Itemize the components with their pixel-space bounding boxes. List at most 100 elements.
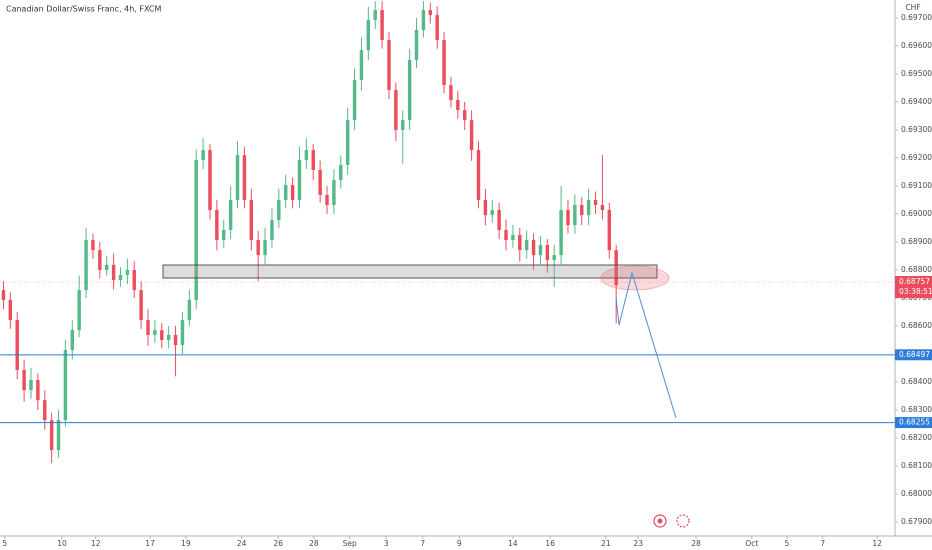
candle-body [22, 369, 26, 391]
price-line-label: 0.68497 [899, 350, 930, 359]
candle-body [586, 199, 591, 216]
candle-body [249, 199, 254, 240]
currency-label: CHF [905, 3, 920, 12]
highlight-ellipse [600, 265, 670, 291]
candle-body [614, 250, 618, 286]
candle-body [339, 164, 343, 181]
candle-body [8, 299, 13, 321]
y-tick-label: 0.69300 [901, 125, 932, 134]
current-price-badge [895, 276, 932, 299]
y-tick-label: 0.68100 [901, 461, 932, 470]
y-tick-label: 0.68300 [901, 405, 932, 414]
candle-body [511, 234, 515, 240]
support-zone [162, 264, 658, 279]
price-line-badge [895, 349, 932, 361]
current-price-label: 0.68757 [899, 277, 930, 286]
candle-body [91, 239, 95, 251]
candle-body [524, 239, 529, 251]
y-tick-label: 0.69100 [901, 181, 932, 190]
x-tick-label: 23 [633, 539, 643, 548]
x-tick-label: 12 [872, 539, 882, 548]
candle-body [153, 330, 157, 335]
y-tick-label: 0.69700 [901, 13, 932, 22]
candle-body [483, 199, 488, 216]
candle-body [228, 199, 233, 230]
y-tick-label: 0.68800 [901, 265, 932, 274]
candle-body [277, 199, 281, 221]
candle-body [180, 320, 185, 346]
candle-body [311, 150, 315, 170]
candle-body [490, 210, 494, 216]
candle-body [421, 10, 426, 30]
candle-body [43, 400, 47, 421]
candle-body [573, 204, 577, 226]
x-tick-label: 26 [273, 539, 283, 548]
candle-body [283, 185, 288, 200]
candle-body [208, 150, 212, 211]
countdown-label: 03:38:51 [899, 287, 932, 296]
icon [657, 518, 663, 524]
candle-body [387, 40, 391, 90]
candle-body [242, 155, 247, 200]
candle-body [469, 120, 474, 151]
candle-body [160, 330, 164, 340]
candle-body [593, 199, 598, 205]
candle-body [304, 150, 309, 160]
candle-body [118, 275, 123, 281]
x-tick-label: 5 [2, 539, 7, 548]
candle-body [414, 29, 419, 60]
x-tick-label: Oct [745, 539, 758, 548]
y-tick-label: 0.69400 [901, 97, 932, 106]
x-tick-label: 17 [145, 539, 155, 548]
candle-body [297, 159, 302, 200]
candle-body [559, 210, 563, 256]
candle-body [545, 245, 550, 261]
candle-body [449, 85, 453, 100]
candle-body [104, 264, 109, 270]
chart-title: Canadian Dollar/Swiss Franc, 4h, FXCM [6, 5, 161, 14]
x-tick-label: 16 [545, 539, 555, 548]
candle-body [56, 420, 61, 451]
candle-body [476, 150, 481, 200]
candle-body [435, 15, 439, 41]
projection-path [615, 271, 677, 419]
x-tick-label: 12 [91, 539, 101, 548]
y-tick-label: 0.68200 [901, 433, 932, 442]
x-tick-label: 7 [820, 539, 825, 548]
candle-body [36, 380, 40, 401]
y-tick-label: 0.68900 [901, 237, 932, 246]
candle-body [77, 290, 81, 331]
price-line-badge [895, 417, 932, 429]
y-tick-label: 0.69000 [901, 209, 932, 218]
candle-body [566, 210, 570, 226]
candle-body [139, 290, 143, 321]
candle-body [256, 239, 260, 256]
x-tick-label: 3 [384, 539, 389, 548]
candle-body [394, 89, 398, 130]
candle-body [345, 120, 350, 165]
candle-body [318, 169, 322, 195]
candle-body [373, 10, 377, 20]
x-tick-label: 5 [785, 539, 790, 548]
candle-body [552, 255, 556, 261]
candle-body [270, 220, 274, 240]
candle-body [235, 155, 240, 200]
candle-body [359, 50, 364, 81]
candle-body [325, 194, 329, 205]
x-tick-label: 9 [457, 539, 462, 548]
x-tick-label: 24 [237, 539, 247, 548]
candle-body [222, 229, 226, 240]
axes: 0.67900 0.68000 0.68100 0.68200 0.68300 0.684… [2, 13, 932, 548]
candle-body [497, 210, 501, 230]
candle-body [518, 234, 522, 251]
candle-body [70, 330, 75, 351]
candle-body [352, 80, 357, 121]
y-tick-label: 0.68400 [901, 377, 932, 386]
icon [676, 514, 690, 528]
candle-body [201, 150, 205, 160]
candle-body [290, 185, 295, 200]
plot [0, 1, 895, 464]
x-tick-label: Sep [343, 539, 357, 548]
candle-body [166, 334, 171, 340]
